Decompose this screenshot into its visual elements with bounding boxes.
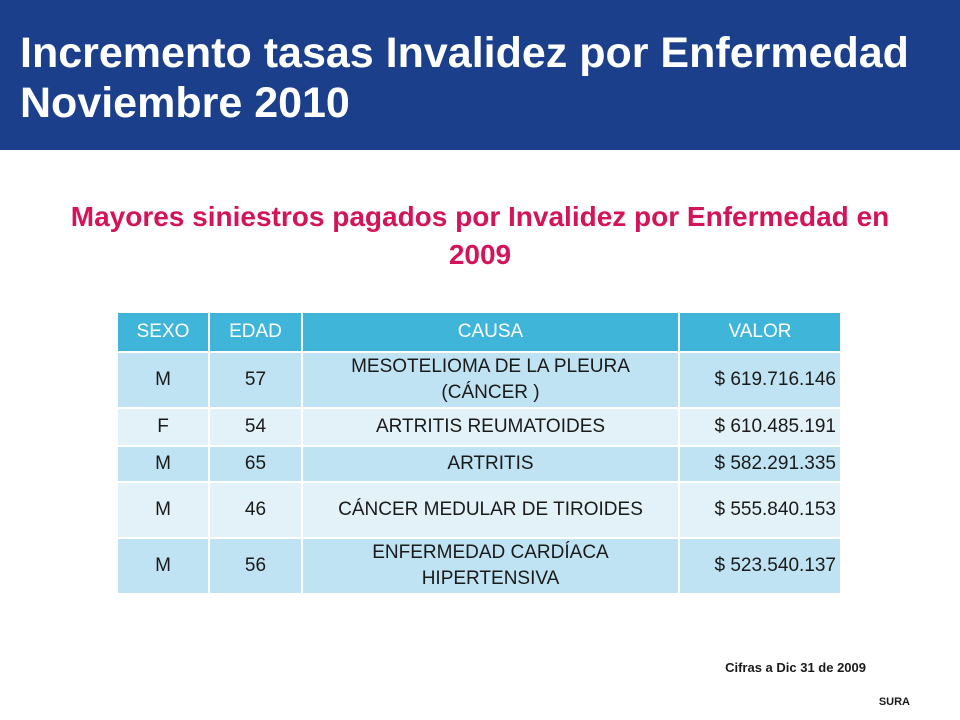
cell-causa: MESOTELIOMA DE LA PLEURA (CÁNCER ) bbox=[301, 351, 680, 409]
title-banner: Incremento tasas Invalidez por Enfermeda… bbox=[0, 0, 960, 150]
cell-edad: 65 bbox=[208, 445, 303, 483]
table-row: M 46 CÁNCER MEDULAR DE TIROIDES $ 555.84… bbox=[116, 481, 842, 539]
cell-sexo: M bbox=[116, 445, 210, 483]
table-header-row: SEXO EDAD CAUSA VALOR bbox=[116, 311, 842, 353]
cell-edad: 54 bbox=[208, 407, 303, 447]
table-row: M 65 ARTRITIS $ 582.291.335 bbox=[116, 445, 842, 483]
column-header-valor: VALOR bbox=[678, 311, 842, 353]
cell-valor: $ 619.716.146 bbox=[678, 351, 842, 409]
cell-edad: 46 bbox=[208, 481, 303, 539]
column-header-edad: EDAD bbox=[208, 311, 303, 353]
cell-causa: CÁNCER MEDULAR DE TIROIDES bbox=[301, 481, 680, 539]
cell-causa: ARTRITIS bbox=[301, 445, 680, 483]
page-title: Incremento tasas Invalidez por Enfermeda… bbox=[20, 29, 909, 127]
table-row: F 54 ARTRITIS REUMATOIDES $ 610.485.191 bbox=[116, 407, 842, 447]
cell-valor: $ 582.291.335 bbox=[678, 445, 842, 483]
subtitle: Mayores siniestros pagados por Invalidez… bbox=[70, 201, 890, 270]
cell-causa: ARTRITIS REUMATOIDES bbox=[301, 407, 680, 447]
brand-label: SURA bbox=[878, 696, 910, 708]
cell-edad: 56 bbox=[208, 537, 303, 595]
cell-sexo: M bbox=[116, 351, 210, 409]
footnote: Cifras a Dic 31 de 2009 bbox=[725, 660, 866, 675]
claims-table: SEXO EDAD CAUSA VALOR M 57 MESOTELIOMA D… bbox=[116, 311, 842, 595]
table-row: M 57 MESOTELIOMA DE LA PLEURA (CÁNCER ) … bbox=[116, 351, 842, 409]
cell-valor: $ 523.540.137 bbox=[678, 537, 842, 595]
cell-sexo: M bbox=[116, 481, 210, 539]
cell-edad: 57 bbox=[208, 351, 303, 409]
column-header-sexo: SEXO bbox=[116, 311, 210, 353]
cell-sexo: F bbox=[116, 407, 210, 447]
table-row: M 56 ENFERMEDAD CARDÍACA HIPERTENSIVA $ … bbox=[116, 537, 842, 595]
column-header-causa: CAUSA bbox=[301, 311, 680, 353]
cell-valor: $ 555.840.153 bbox=[678, 481, 842, 539]
cell-valor: $ 610.485.191 bbox=[678, 407, 842, 447]
cell-causa: ENFERMEDAD CARDÍACA HIPERTENSIVA bbox=[301, 537, 680, 595]
cell-sexo: M bbox=[116, 537, 210, 595]
